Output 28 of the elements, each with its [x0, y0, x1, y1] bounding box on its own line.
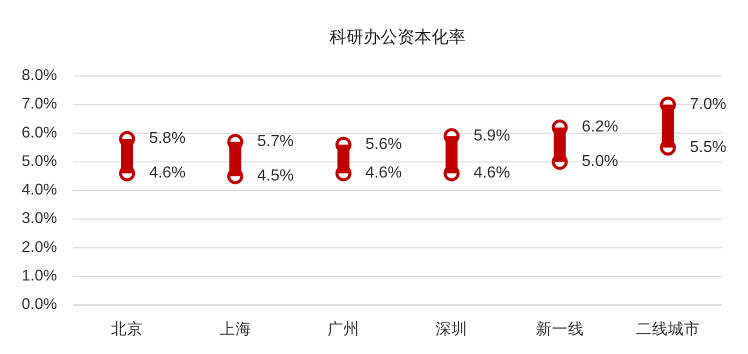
xtick: 广州 — [327, 321, 360, 338]
xtick: 上海 — [219, 321, 252, 338]
data-label: 4.5% — [257, 167, 294, 184]
data-label: 4.6% — [365, 164, 402, 182]
ytick: 1.0% — [22, 267, 57, 284]
data-label: 5.9% — [474, 127, 510, 144]
data-label: 5.6% — [365, 136, 402, 153]
title: 科研办公资本化率 — [330, 27, 466, 46]
data-label: 7.0% — [690, 96, 726, 113]
xtick: 新一线 — [536, 321, 584, 338]
ytick: 7.0% — [22, 96, 57, 113]
xtick: 二线城市 — [636, 321, 700, 338]
data-label: 5.7% — [257, 133, 294, 150]
ytick: 3.0% — [22, 210, 57, 228]
xtick: 深圳 — [436, 321, 468, 338]
data-label: 5.5% — [690, 138, 726, 156]
ytick: 5.0% — [22, 152, 57, 170]
data-label: 4.6% — [149, 164, 186, 182]
ytick: 6.0% — [22, 124, 57, 142]
data-label: 5.0% — [582, 153, 618, 170]
ytick: 8.0% — [22, 67, 57, 84]
ytick: 2.0% — [22, 238, 57, 256]
xtick: 北京 — [111, 321, 144, 338]
data-label: 4.6% — [474, 164, 510, 182]
ytick: 0.0% — [22, 296, 57, 314]
data-label: 5.8% — [149, 130, 186, 148]
ytick: 4.0% — [22, 182, 57, 199]
data-label: 6.2% — [582, 118, 618, 136]
